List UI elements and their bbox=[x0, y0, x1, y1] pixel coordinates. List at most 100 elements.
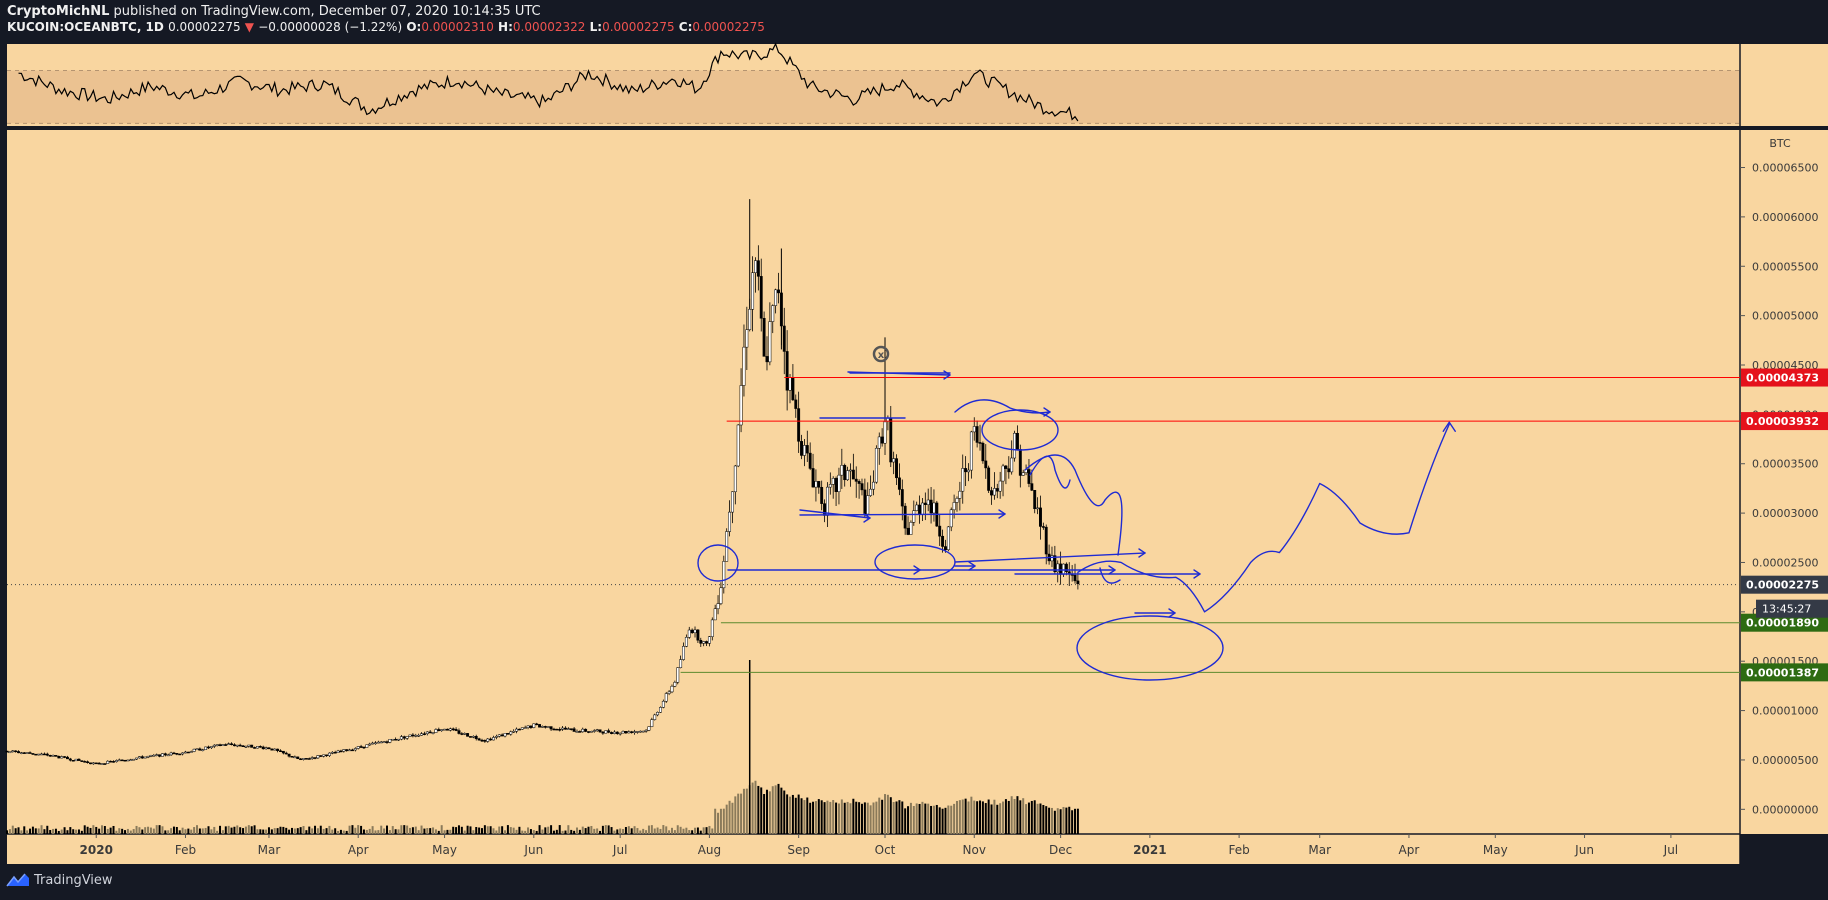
candle-body bbox=[811, 468, 815, 488]
volume-bar bbox=[331, 829, 334, 834]
candle-body bbox=[549, 726, 553, 730]
volume-bar bbox=[351, 825, 354, 834]
osc-axis-bg[interactable] bbox=[1740, 44, 1828, 126]
alert-marker-icon[interactable] bbox=[872, 345, 890, 363]
volume-bar bbox=[322, 828, 325, 834]
volume-bar bbox=[129, 830, 132, 834]
candle-body bbox=[192, 748, 196, 752]
volume-bar bbox=[230, 827, 233, 834]
tradingview-brand[interactable]: TradingView bbox=[6, 872, 113, 888]
volume-bar bbox=[106, 828, 109, 834]
volume-bar bbox=[1022, 798, 1025, 834]
candle-body bbox=[802, 445, 806, 456]
volume-bar bbox=[1019, 800, 1022, 834]
volume-bar bbox=[578, 829, 581, 834]
volume-bar bbox=[619, 828, 622, 834]
volume-bar bbox=[509, 827, 512, 834]
candle-body bbox=[526, 725, 530, 728]
volume-bar bbox=[475, 827, 478, 834]
candle-body bbox=[828, 484, 832, 488]
volume-bar bbox=[901, 801, 904, 834]
drawn-squiggle bbox=[1099, 567, 1121, 584]
candle-body bbox=[137, 756, 141, 759]
candle-body bbox=[503, 733, 507, 737]
candle-body bbox=[1050, 555, 1054, 562]
candle-body bbox=[42, 753, 46, 756]
volume-bar bbox=[708, 825, 711, 834]
candle-body bbox=[869, 488, 873, 496]
author-name[interactable]: CryptoMichNL bbox=[7, 4, 110, 19]
volume-bar bbox=[622, 829, 625, 834]
volume-bar bbox=[527, 827, 530, 834]
volume-bar bbox=[466, 825, 469, 834]
drawn-arrowhead bbox=[1043, 407, 1051, 417]
candle-body bbox=[109, 760, 113, 763]
candle-body bbox=[756, 260, 760, 277]
volume-bar bbox=[564, 830, 567, 834]
candle-body bbox=[471, 736, 475, 738]
candle-body bbox=[1010, 457, 1014, 473]
volume-bar bbox=[662, 825, 665, 834]
volume-bar bbox=[308, 826, 311, 834]
volume-bar bbox=[1033, 800, 1036, 834]
candle-body bbox=[506, 733, 510, 735]
candle-body bbox=[1062, 563, 1065, 575]
candle-body bbox=[687, 629, 691, 638]
candle-body bbox=[19, 752, 23, 754]
price-level-badge bbox=[1741, 412, 1828, 431]
candle-body bbox=[621, 731, 625, 734]
drawn-arrowhead bbox=[913, 565, 921, 575]
candle-body bbox=[350, 749, 354, 752]
candle-body bbox=[382, 741, 386, 743]
volume-bar bbox=[558, 825, 561, 834]
candle-body bbox=[362, 746, 366, 749]
candle-body bbox=[659, 707, 662, 713]
volume-bar bbox=[256, 829, 259, 834]
volume-bar bbox=[544, 827, 547, 834]
candle-body bbox=[647, 726, 651, 731]
volume-bar bbox=[213, 826, 216, 834]
candle-body bbox=[169, 752, 173, 756]
volume-bar bbox=[262, 829, 265, 834]
candle-body bbox=[915, 504, 919, 511]
candle-body bbox=[215, 744, 219, 746]
candle-body bbox=[129, 759, 133, 761]
candle-body bbox=[938, 525, 942, 537]
volume-bar bbox=[224, 826, 227, 834]
time-axis-bg[interactable] bbox=[7, 834, 1740, 864]
price-tick-label: 0.00003500 bbox=[1752, 458, 1818, 471]
candle-body bbox=[918, 504, 922, 515]
candle-body bbox=[443, 728, 447, 731]
time-tick-label: Jul bbox=[1663, 843, 1678, 857]
volume-bar bbox=[285, 827, 288, 834]
candle-body bbox=[31, 753, 35, 755]
countdown-label: 13:45:27 bbox=[1762, 603, 1811, 616]
candle-body bbox=[923, 502, 927, 505]
volume-bar bbox=[722, 808, 725, 834]
candle-body bbox=[561, 727, 565, 730]
volume-bar bbox=[552, 830, 555, 834]
volume-bar bbox=[325, 828, 328, 834]
candle-body bbox=[820, 487, 824, 504]
low-value: 0.00002275 bbox=[602, 20, 675, 34]
volume-bar bbox=[921, 801, 924, 834]
candle-body bbox=[80, 760, 84, 762]
volume-bar bbox=[826, 800, 829, 834]
candle-body bbox=[166, 754, 170, 757]
candle-body bbox=[788, 377, 792, 391]
candle-body bbox=[742, 346, 746, 386]
candle-body bbox=[353, 748, 357, 751]
symbol-label: KUCOIN:OCEANBTC, 1D bbox=[7, 20, 164, 34]
close-label: C: bbox=[678, 20, 693, 34]
main-axis-bg[interactable] bbox=[1740, 130, 1828, 834]
candle-body bbox=[1059, 563, 1063, 575]
volume-bar bbox=[898, 800, 901, 834]
volume-bar bbox=[745, 788, 748, 834]
candle-body bbox=[644, 729, 648, 732]
volume-bar bbox=[1039, 803, 1042, 834]
candle-body bbox=[906, 527, 910, 535]
candle-body bbox=[391, 738, 395, 741]
high-label: H: bbox=[498, 20, 513, 34]
candle-body bbox=[598, 729, 602, 733]
